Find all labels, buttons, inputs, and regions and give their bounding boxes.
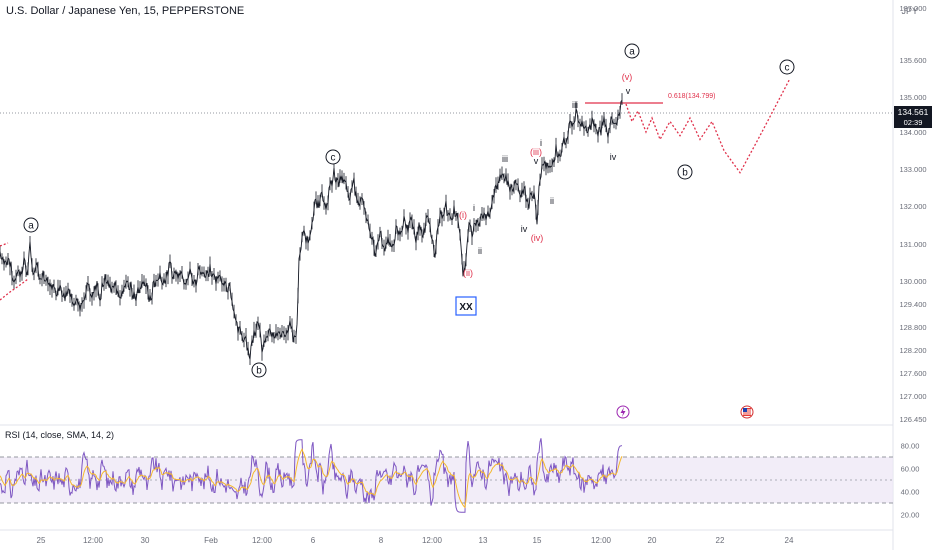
- wave-red-ii: (ii): [463, 268, 473, 278]
- wave-iv-top: iv: [610, 152, 617, 162]
- wave-i-low: i: [473, 203, 475, 213]
- wave-iii-top: iii: [572, 100, 578, 110]
- wave-ii-mid: ii: [550, 196, 554, 206]
- wave-label-b-right: b: [677, 164, 693, 180]
- y-tick-label: 135.000: [899, 93, 926, 102]
- wave-label-c-right: c: [779, 59, 795, 75]
- y-tick-label: 130.000: [899, 277, 926, 286]
- y-tick-label: 126.450: [899, 415, 926, 424]
- svg-text:a: a: [28, 221, 34, 232]
- rsi-tick-label: 60.00: [901, 465, 920, 474]
- y-tick-label: 132.000: [899, 202, 926, 211]
- x-tick-label: 13: [479, 536, 488, 545]
- price-line: [0, 100, 623, 360]
- price-badge: [894, 106, 932, 128]
- x-tick-label: 15: [533, 536, 542, 545]
- x-tick-label: 8: [379, 536, 384, 545]
- wave-v-mid: v: [534, 156, 539, 166]
- y-tick-label: 128.200: [899, 346, 926, 355]
- wave-red-iii: (iii): [530, 147, 542, 157]
- rsi-ma-line: [0, 447, 623, 509]
- wave-red-i: (i): [459, 210, 467, 220]
- x-tick-label: 12:00: [422, 536, 443, 545]
- price-badge-countdown: 02:39: [904, 118, 923, 127]
- wave-red-iv: (iv): [531, 233, 544, 243]
- y-tick-label: 137.000: [899, 4, 926, 13]
- x-axis-labels: 25 12:00 30 Feb 12:00 6 8 12:00 13 15 12:00 20 22 24: [37, 536, 794, 545]
- x-tick-label: 6: [311, 536, 316, 545]
- x-tick-label: Feb: [204, 536, 218, 545]
- x-tick-label: 30: [141, 536, 150, 545]
- wave-v-top: v: [626, 86, 631, 96]
- price-badge-value: 134.561: [898, 107, 929, 117]
- wave-label-a-left: a: [23, 217, 39, 233]
- y-tick-label: 133.000: [899, 165, 926, 174]
- wave-iii-mid: iii: [502, 154, 508, 164]
- x-tick-label: 12:00: [252, 536, 273, 545]
- xx-label: XX: [459, 302, 473, 313]
- currency-label: JPY: [901, 6, 918, 16]
- svg-text:c: c: [331, 153, 336, 164]
- x-tick-label: 20: [648, 536, 657, 545]
- rsi-axis-labels: 80.00 60.00 40.00 20.00: [901, 442, 920, 520]
- wave-label-a-right: a: [624, 43, 640, 59]
- xx-box: [455, 296, 477, 316]
- wave-i-mid: i: [540, 138, 542, 148]
- y-tick-label: 127.000: [899, 392, 926, 401]
- price-series: [0, 93, 623, 365]
- y-tick-label: 128.800: [899, 323, 926, 332]
- rsi-tick-label: 40.00: [901, 488, 920, 497]
- left-projection-stub-2: [0, 242, 9, 247]
- y-axis-labels: 137.000 135.600 135.000 134.000 133.000 132.0…: [899, 4, 926, 424]
- y-tick-label: 135.600: [899, 56, 926, 65]
- svg-text:b: b: [256, 366, 262, 377]
- y-tick-label: 129.400: [899, 300, 926, 309]
- y-tick-label: 127.600: [899, 369, 926, 378]
- x-tick-label: 12:00: [591, 536, 612, 545]
- svg-text:c: c: [785, 63, 790, 74]
- wave-label-c-left: c: [325, 149, 341, 165]
- rsi-tick-label: 80.00: [901, 442, 920, 451]
- rsi-line: [0, 438, 623, 513]
- rsi-tick-label: 20.00: [901, 511, 920, 520]
- chart-title: U.S. Dollar / Japanese Yen, 15, PEPPERST…: [6, 5, 245, 17]
- us-flag-icon[interactable]: [740, 405, 754, 419]
- fib-label: 0.618(134.799): [668, 93, 715, 100]
- wave-red-v: (v): [622, 72, 633, 82]
- y-tick-label: 131.000: [899, 240, 926, 249]
- x-tick-label: 22: [716, 536, 725, 545]
- svg-text:b: b: [682, 168, 688, 179]
- rsi-series: [0, 438, 623, 513]
- lightning-icon[interactable]: [616, 405, 630, 419]
- projection-path: [625, 78, 791, 174]
- x-tick-label: 24: [785, 536, 794, 545]
- svg-text:a: a: [629, 47, 635, 58]
- y-tick-label: 134.000: [899, 128, 926, 137]
- wave-label-b-left: b: [251, 362, 267, 378]
- x-tick-label: 12:00: [83, 536, 104, 545]
- wave-ii-low: ii: [478, 246, 482, 256]
- rsi-indicator-label[interactable]: RSI (14, close, SMA, 14, 2): [5, 430, 115, 440]
- wave-iv-mid: iv: [521, 224, 528, 234]
- x-tick-label: 25: [37, 536, 46, 545]
